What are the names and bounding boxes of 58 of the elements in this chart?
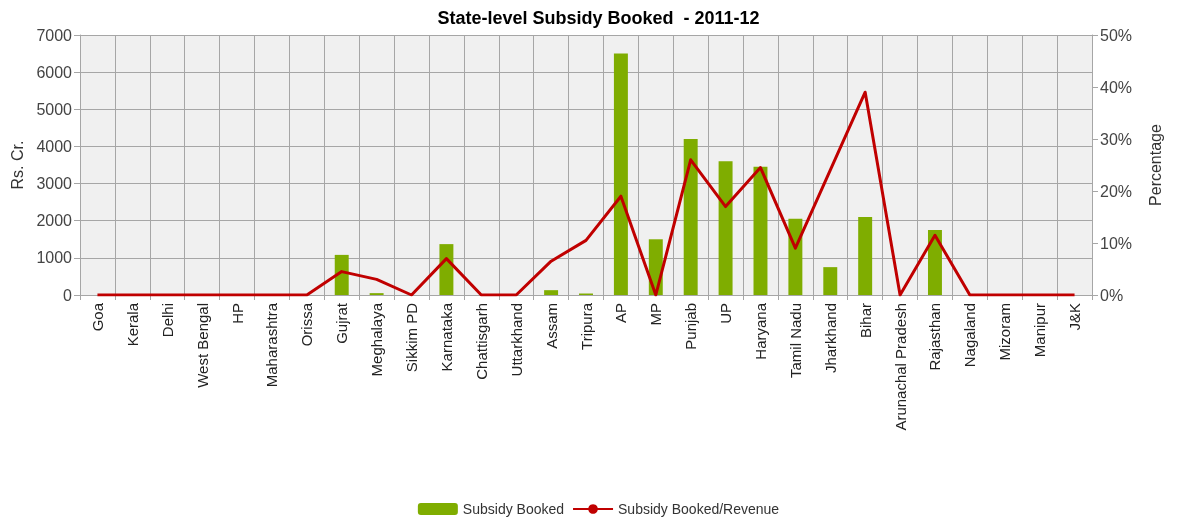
x-tick-label: West Bengal	[193, 303, 211, 388]
x-tick-label: Maharashtra	[263, 302, 281, 388]
y2-tick-label: 20%	[1100, 182, 1133, 200]
y2-tick-label: 40%	[1100, 78, 1133, 96]
x-tick-label: UP	[717, 303, 735, 324]
x-tick-label: Mizoram	[996, 303, 1014, 361]
x-tick-label: MP	[647, 303, 665, 326]
x-tick-label: Haryana	[751, 302, 769, 360]
x-tick-label: Jharkhand	[821, 303, 839, 374]
y-tick-label: 4000	[36, 137, 73, 155]
x-tick-label: J&K	[1066, 303, 1084, 331]
bar	[613, 53, 628, 295]
y2-tick-label: 30%	[1100, 130, 1133, 148]
x-tick-label: Gujrat	[333, 302, 351, 344]
bar	[927, 230, 942, 295]
x-tick-label: Kerala	[123, 302, 141, 347]
x-tick-label: Manipur	[1031, 303, 1049, 358]
y2-tick-label: 50%	[1100, 26, 1133, 44]
x-tick-label: Sikkim PD	[403, 302, 421, 373]
legend-label: Subsidy Booked/Revenue	[618, 501, 780, 517]
x-tick-label: Punjab	[682, 303, 700, 350]
y-tick-label: 1000	[36, 249, 73, 267]
x-tick-label: Delhi	[158, 303, 176, 338]
line-series	[95, 90, 1077, 297]
y-tick-label: 7000	[36, 26, 73, 44]
x-tick-label: AP	[612, 303, 630, 324]
bar	[544, 290, 559, 295]
bar	[439, 244, 454, 295]
x-tick-label: Bihar	[856, 303, 874, 339]
bar	[718, 161, 733, 295]
x-tick-label: Arunachal Pradesh	[891, 303, 909, 431]
bar	[683, 139, 698, 295]
y-tick-label: 0	[63, 286, 73, 304]
x-tick-label: Nagaland	[961, 303, 979, 368]
y2-axis-title: Percentage	[1146, 123, 1164, 206]
x-tick-label: Karnataka	[437, 302, 455, 372]
x-tick-label: Rajasthan	[926, 303, 944, 371]
bar	[334, 254, 349, 295]
x-tick-label: Meghalaya	[368, 302, 386, 377]
x-tick-label: Chattisgarh	[472, 303, 490, 380]
x-tick-label: Goa	[88, 302, 106, 332]
bar	[858, 217, 873, 295]
y-tick-label: 3000	[36, 175, 73, 193]
x-tick-label: Orissa	[298, 302, 316, 347]
x-tick-label: HP	[228, 303, 246, 324]
y-tick-label: 2000	[36, 212, 73, 230]
y-tick-label: 5000	[36, 100, 73, 118]
y2-tick-label: 10%	[1100, 234, 1133, 252]
y-axis-title: Rs. Cr.	[9, 140, 27, 190]
x-tick-label: Uttarkhand	[507, 303, 525, 377]
legend-label: Subsidy Booked	[462, 501, 565, 517]
y-tick-label: 6000	[36, 63, 73, 81]
y2-tick-label: 0%	[1100, 286, 1124, 304]
x-tick-label: Tamil Nadu	[786, 303, 804, 379]
x-tick-label: Tripura	[577, 302, 595, 350]
chart-title: State-level Subsidy Booked - 2011-12	[437, 8, 760, 28]
bar	[823, 267, 838, 295]
x-tick-label: Assam	[542, 303, 560, 349]
